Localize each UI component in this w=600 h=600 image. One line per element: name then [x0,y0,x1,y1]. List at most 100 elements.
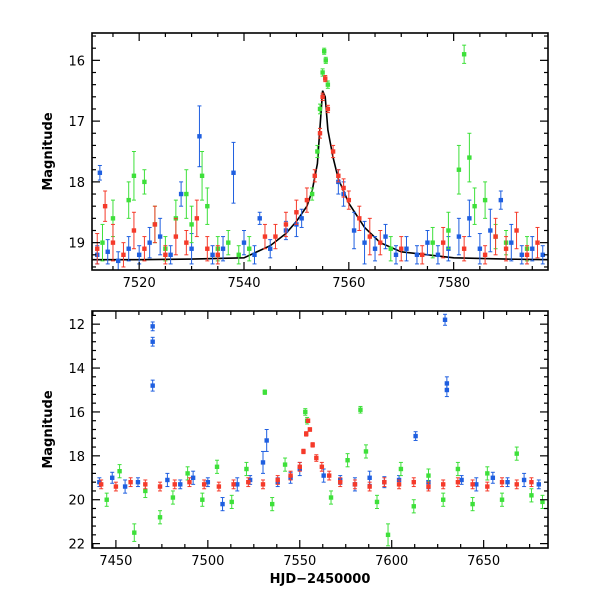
x-tick-label: 7550 [283,554,316,569]
data-point [185,471,190,476]
data-point [165,477,170,483]
series-0 [97,313,542,512]
data-point [304,431,309,437]
data-point [485,484,490,489]
data-point [396,482,402,487]
data-point [540,499,545,505]
data-point [200,497,205,502]
data-point [136,252,142,258]
data-point [383,234,388,239]
data-point [236,252,241,258]
data-point [307,427,313,432]
data-point [325,106,331,112]
x-tick-label: 7500 [191,554,224,569]
data-point [312,173,317,179]
data-point [330,149,336,154]
data-point [128,479,133,485]
series-1 [104,389,545,547]
data-point [440,240,446,245]
data-point [297,464,302,470]
data-point [305,418,311,423]
data-point [247,246,252,251]
data-point [425,240,430,245]
data-point [197,134,202,139]
data-point [388,246,393,251]
x-tick-label: 7450 [99,554,132,569]
data-point [147,240,152,245]
data-point [456,234,462,239]
data-point [163,252,168,258]
data-point [126,246,131,251]
data-point [317,106,323,112]
data-point [199,173,205,179]
data-point [498,197,504,203]
data-point [201,482,207,487]
series-0 [95,105,545,270]
data-point [505,479,510,485]
model-curve [92,90,548,261]
y-tick-label: 12 [68,318,85,333]
data-point [499,497,505,502]
data-point [275,477,280,483]
data-point [521,477,527,483]
data-point [362,240,367,245]
data-point [210,252,215,258]
data-point [189,222,194,227]
x-tick-label: 7520 [123,276,156,291]
data-point [294,210,299,215]
data-point [323,76,328,81]
data-point [426,473,431,478]
data-point [374,499,380,505]
x-axis-label: HJD−2450000 [270,572,371,587]
data-point [252,252,257,258]
data-point [336,173,341,179]
data-point [172,482,177,487]
data-point [113,484,119,489]
data-point [358,407,363,412]
data-point [142,246,147,251]
data-point [399,246,404,251]
data-point [241,240,247,245]
data-layer [97,313,545,547]
data-point [493,234,498,239]
data-point [456,167,462,172]
data-point [346,197,352,203]
data-point [430,240,435,245]
data-point [426,484,431,489]
y-tick-label: 18 [68,450,85,465]
data-point [273,234,278,239]
data-point [132,530,137,535]
data-point [257,216,262,221]
data-point [150,383,155,388]
data-point [470,501,475,507]
data-point [301,449,306,454]
data-point [110,475,115,480]
data-point [529,493,534,498]
data-point [231,170,236,175]
series-1 [100,44,530,265]
data-point [328,495,334,500]
data-point [122,484,128,489]
data-point [351,228,357,233]
data-point [372,246,378,251]
data-point [98,482,104,487]
top-panel: 7520 7540 7560 7580 16 17 18 19 Magnitude [41,32,549,291]
data-point [320,70,325,75]
y-axis-label: Magnitude [41,390,56,469]
data-point [367,234,372,239]
data-point [382,479,387,485]
data-point [143,488,148,494]
data-point [131,228,137,233]
data-point [126,197,131,203]
data-point [442,317,448,322]
data-point [143,482,148,487]
data-point [503,246,509,251]
data-point [269,501,275,507]
data-point [116,258,121,264]
y-tick-label: 22 [68,538,85,553]
data-point [303,409,308,415]
data-point [170,495,176,500]
data-point [411,479,416,485]
data-point [488,228,493,233]
data-point [363,449,369,454]
